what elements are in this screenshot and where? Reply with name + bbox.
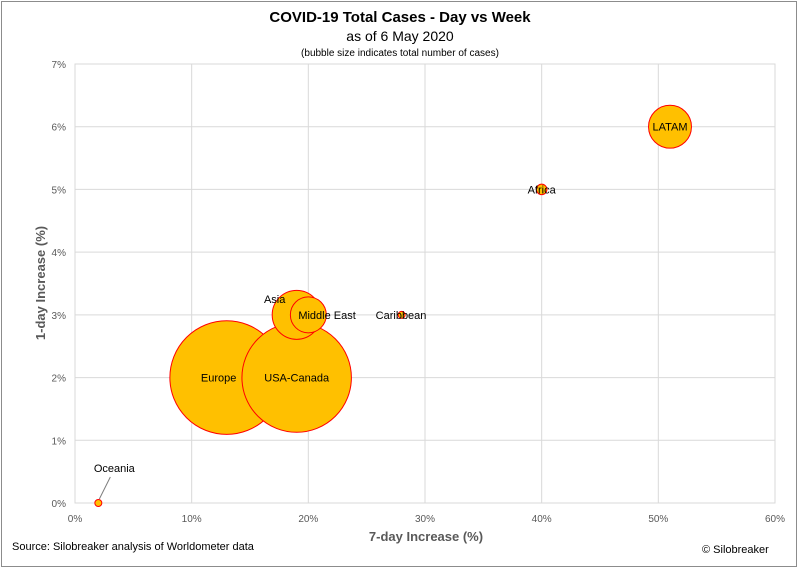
- bubble-label-latam: LATAM: [652, 122, 687, 134]
- grid-lines: [74, 63, 776, 504]
- x-axis-title: 7-day Increase (%): [369, 529, 483, 544]
- x-tick-label: 60%: [765, 514, 785, 525]
- x-tick-label: 20%: [298, 514, 318, 525]
- chart-subtitle: as of 6 May 2020: [346, 28, 454, 44]
- copyright-note: © Silobreaker: [702, 544, 769, 556]
- bubble-label-caribbean: Caribbean: [376, 310, 427, 322]
- chart-note: (bubble size indicates total number of c…: [301, 48, 499, 59]
- bubble-label-oceania: Oceania: [94, 463, 136, 475]
- x-tick-label: 30%: [415, 514, 435, 525]
- y-tick-label: 3%: [52, 311, 67, 322]
- bubble-labels: Europe USA-Canada Asia Middle East Caribbean…: [94, 122, 688, 500]
- bubble-caribbean: [397, 310, 406, 319]
- x-tick-label: 0%: [68, 514, 83, 525]
- bubbles: [94, 104, 692, 507]
- chart-title: COVID-19 Total Cases - Day vs Week: [269, 9, 531, 26]
- x-tick-label: 10%: [182, 514, 202, 525]
- y-tick-label: 4%: [52, 248, 67, 259]
- y-tick-label: 2%: [52, 374, 67, 385]
- bubble-middle-east: [289, 296, 327, 334]
- bubble-label-usa-canada: USA-Canada: [264, 373, 330, 385]
- x-tick-label: 40%: [532, 514, 552, 525]
- y-tick-label: 0%: [52, 499, 67, 510]
- bubble-oceania: [94, 499, 103, 507]
- source-note: Source: Silobreaker analysis of Worldome…: [12, 541, 254, 553]
- oceania-leader-line: [98, 476, 111, 500]
- bubble-label-africa: Africa: [528, 184, 557, 196]
- bubble-africa: [535, 183, 548, 196]
- bubble-label-middle-east: Middle East: [298, 310, 355, 322]
- y-tick-label: 5%: [52, 185, 67, 196]
- bubble-label-europe: Europe: [201, 373, 236, 385]
- y-axis-title: 1-day Increase (%): [33, 226, 48, 340]
- tick-labels: 0% 10% 20% 30% 40% 50% 60% 0% 1% 2% 3% 4% 5% 6% 7%: [52, 60, 786, 525]
- bubble-label-asia: Asia: [264, 294, 286, 306]
- y-tick-label: 1%: [52, 436, 67, 447]
- bubble-latam: [648, 104, 692, 149]
- y-tick-label: 6%: [52, 123, 67, 134]
- x-tick-label: 50%: [648, 514, 668, 525]
- y-tick-label: 7%: [52, 60, 67, 71]
